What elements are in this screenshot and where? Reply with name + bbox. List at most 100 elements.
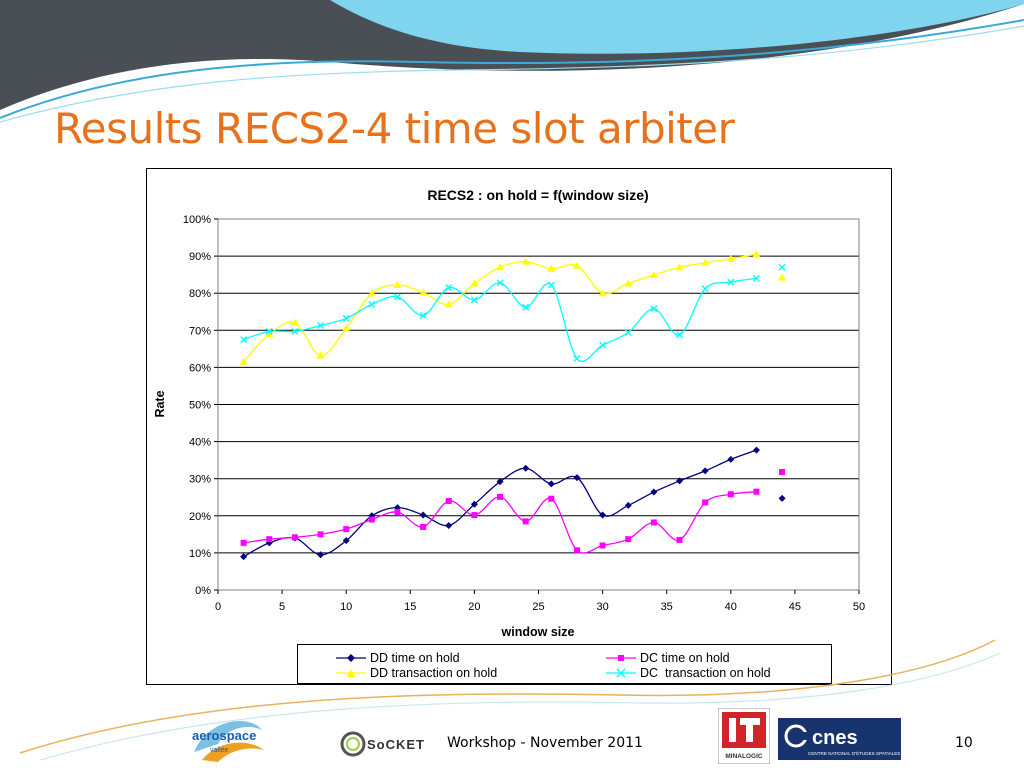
data-point xyxy=(240,336,248,344)
data-point xyxy=(343,526,350,533)
series-line-3 xyxy=(243,277,757,362)
data-point xyxy=(316,351,325,359)
legend-swatch xyxy=(336,653,366,662)
x-tick-label: 20 xyxy=(468,601,480,613)
data-point xyxy=(265,327,273,335)
data-point xyxy=(548,495,555,502)
data-point xyxy=(726,254,735,262)
data-point xyxy=(394,509,401,516)
cnes-logo: cnes CENTRE NATIONAL D'ÉTUDES SPATIALES xyxy=(778,718,901,760)
y-tick-label: 30% xyxy=(189,474,211,486)
x-tick-label: 45 xyxy=(789,601,801,613)
y-tick-label: 20% xyxy=(189,511,211,523)
data-point xyxy=(752,250,761,258)
banner-curve xyxy=(0,19,1024,119)
line-chart: RECS2 : on hold = f(window size) 0% 10% 20… xyxy=(153,187,865,639)
data-point xyxy=(778,273,787,281)
data-point xyxy=(547,281,555,289)
aerospace-logo-word: aerospace xyxy=(192,728,256,743)
data-point xyxy=(676,536,683,543)
data-point xyxy=(650,305,658,313)
data-point xyxy=(471,512,478,519)
x-tick-label: 15 xyxy=(404,601,416,613)
data-point xyxy=(573,547,580,554)
bottom-curves-decoration xyxy=(19,639,1001,761)
x-tick-label: 25 xyxy=(532,601,544,613)
x-axis-label: window size xyxy=(501,625,575,639)
data-point xyxy=(547,264,556,272)
cnes-logo-tagline: CENTRE NATIONAL D'ÉTUDES SPATIALES xyxy=(808,750,900,756)
data-point xyxy=(291,327,299,335)
data-point xyxy=(393,281,402,289)
y-tick-label: 40% xyxy=(189,437,211,449)
data-point xyxy=(701,285,709,293)
minalogic-logo-text: MINALOGIC xyxy=(725,753,762,760)
data-point xyxy=(778,494,786,502)
chart-legend: DD time on hold DC time on hold DD trans… xyxy=(297,644,832,684)
data-point xyxy=(290,318,299,326)
data-point xyxy=(240,539,247,546)
minalogic-logo: MINALOGIC xyxy=(718,708,770,764)
data-point xyxy=(522,518,529,525)
data-point xyxy=(573,355,581,362)
data-point xyxy=(599,511,607,519)
data-point xyxy=(420,523,427,530)
y-tick-label: 90% xyxy=(189,251,211,263)
data-point xyxy=(752,446,760,454)
cnes-logo-text: cnes xyxy=(812,727,858,749)
y-tick-label: 10% xyxy=(189,548,211,560)
aerospace-vallee-logo: aerospace vallée xyxy=(192,720,264,762)
aerospace-logo-tagline: vallée xyxy=(210,747,228,754)
data-point xyxy=(676,331,684,339)
data-point xyxy=(496,478,504,486)
series-line-1 xyxy=(243,491,757,554)
data-point xyxy=(470,279,479,287)
socket-logo-text: SoCKET xyxy=(367,737,425,752)
data-point xyxy=(547,480,555,488)
data-point xyxy=(649,271,658,279)
data-point xyxy=(444,300,453,308)
socket-logo: SoCKET xyxy=(340,731,425,757)
data-point xyxy=(702,499,709,506)
x-tick-label: 50 xyxy=(853,601,865,613)
data-point xyxy=(317,531,324,538)
data-point xyxy=(497,493,504,500)
data-point xyxy=(317,551,325,559)
slide-title: Results RECS2-4 time slot arbiter xyxy=(54,104,735,153)
top-banner-decoration xyxy=(0,0,1024,123)
y-tick-label: 0% xyxy=(195,585,211,597)
banner-light-band xyxy=(330,0,1024,54)
legend-label: DC time on hold xyxy=(640,650,730,665)
data-point xyxy=(573,474,581,482)
data-point xyxy=(701,467,709,475)
footer-text: Workshop - November 2011 xyxy=(447,735,643,751)
data-point xyxy=(445,497,452,504)
data-point xyxy=(599,341,607,349)
data-point xyxy=(496,279,504,287)
data-point xyxy=(572,261,581,269)
y-tick-label: 70% xyxy=(189,325,211,337)
x-tick-label: 10 xyxy=(340,601,352,613)
data-point xyxy=(752,274,760,282)
x-tick-label: 35 xyxy=(661,601,673,613)
data-point xyxy=(727,491,734,498)
data-point xyxy=(470,296,478,304)
chart-title: RECS2 : on hold = f(window size) xyxy=(427,187,648,203)
data-point xyxy=(624,279,633,287)
legend-item-dd-time: DD time on hold xyxy=(336,650,460,665)
data-point xyxy=(753,488,760,495)
data-point xyxy=(445,521,453,529)
chart-frame: RECS2 : on hold = f(window size) 0% 10% 20… xyxy=(146,168,892,685)
data-point xyxy=(599,542,606,549)
legend-swatch xyxy=(336,668,366,677)
data-point xyxy=(727,455,735,463)
data-point xyxy=(675,263,684,271)
legend-item-dd-transaction: DD transaction on hold xyxy=(336,665,497,680)
data-point xyxy=(701,258,710,266)
x-tick-label: 0 xyxy=(215,601,221,613)
data-point xyxy=(522,303,530,311)
data-point xyxy=(342,537,350,545)
bottom-curve xyxy=(19,639,996,754)
data-point xyxy=(778,263,786,271)
y-tick-label: 60% xyxy=(189,362,211,374)
